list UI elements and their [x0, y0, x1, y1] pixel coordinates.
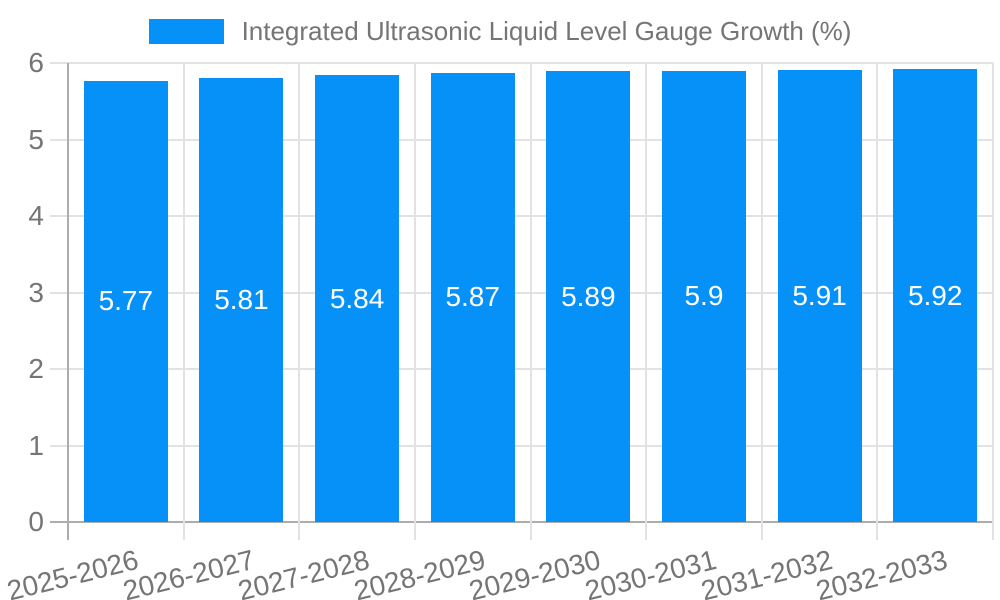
- y-tick-label: 2: [28, 353, 44, 384]
- bar: [546, 71, 631, 522]
- y-gridline: [50, 368, 993, 370]
- legend-label: Integrated Ultrasonic Liquid Level Gauge…: [241, 16, 852, 46]
- x-gridline: [760, 63, 763, 540]
- x-gridline: [413, 63, 416, 540]
- legend-swatch: [148, 19, 224, 44]
- x-tick-label: 2031-2032: [697, 544, 836, 600]
- y-tick-label: 4: [28, 200, 44, 231]
- bar: [661, 70, 746, 522]
- x-gridline: [529, 63, 532, 540]
- bar-value-label: 5.9: [684, 280, 724, 312]
- x-tick-label: 2032-2033: [813, 544, 951, 600]
- bar-value-label: 5.77: [98, 285, 154, 317]
- legend: Integrated Ultrasonic Liquid Level Gauge…: [0, 16, 1000, 47]
- x-tick-label: 2029-2030: [466, 544, 604, 600]
- y-gridline: [50, 215, 993, 217]
- bar: [83, 80, 168, 522]
- x-tick-label: 2028-2029: [350, 544, 489, 600]
- y-tick-label: 3: [28, 276, 44, 308]
- x-gridline: [645, 63, 648, 540]
- x-gridline: [876, 63, 879, 540]
- y-gridline: [50, 444, 993, 447]
- bar-value-label: 5.84: [329, 282, 385, 314]
- y-axis-line: [67, 63, 69, 540]
- x-gridline: [182, 63, 185, 540]
- x-tick-label: 2030-2031: [582, 544, 720, 600]
- bar: [199, 77, 284, 522]
- x-tick-label: 2027-2028: [235, 544, 373, 600]
- bar-value-label: 5.92: [907, 279, 963, 311]
- x-gridline: [992, 63, 994, 540]
- bar-value-label: 5.89: [561, 280, 616, 312]
- y-gridline: [50, 62, 993, 64]
- y-gridline: [50, 521, 993, 523]
- bar: [430, 72, 515, 522]
- y-tick-label: 6: [28, 47, 44, 78]
- x-gridline: [298, 63, 301, 540]
- bar: [315, 75, 400, 522]
- bar-value-label: 5.81: [214, 283, 269, 315]
- bar: [777, 69, 862, 522]
- bar: [893, 69, 978, 522]
- y-gridline: [50, 138, 993, 141]
- x-tick-label: 2025-2026: [3, 544, 142, 600]
- bar-value-label: 5.91: [792, 279, 847, 311]
- y-tick-label: 5: [28, 123, 44, 155]
- y-tick-label: 0: [28, 506, 44, 537]
- y-tick-label: 1: [28, 429, 44, 461]
- bar-value-label: 5.87: [445, 281, 500, 313]
- x-tick-label: 2026-2027: [119, 544, 257, 600]
- y-gridline: [50, 291, 993, 294]
